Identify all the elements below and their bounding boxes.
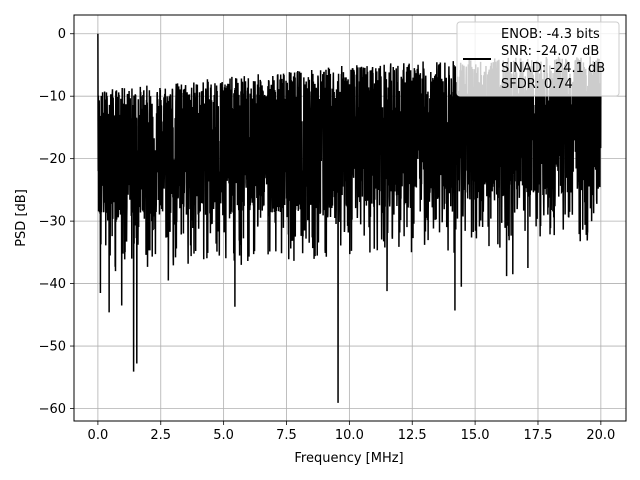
y-tick-label: −30 bbox=[39, 215, 66, 230]
y-tick-label: −50 bbox=[39, 340, 66, 355]
x-axis-ticks: 0.0 2.5 5.0 7.5 10.0 12.5 15.0 17.5 20.0 bbox=[88, 421, 615, 443]
y-tick-label: −40 bbox=[39, 277, 66, 292]
y-axis-label: PSD [dB] bbox=[14, 189, 29, 247]
x-tick-label: 7.5 bbox=[276, 428, 297, 443]
legend-box bbox=[456, 21, 620, 97]
x-tick-label: 5.0 bbox=[213, 428, 234, 443]
x-tick-label: 15.0 bbox=[461, 428, 490, 443]
psd-series bbox=[97, 33, 602, 403]
x-tick-label: 12.5 bbox=[398, 428, 427, 443]
legend-line-4: SFDR: 0.74 bbox=[501, 77, 573, 92]
y-axis-ticks: 0 −10 −20 −30 −40 −50 −60 bbox=[39, 27, 74, 417]
x-tick-label: 10.0 bbox=[335, 428, 364, 443]
plot-frame bbox=[73, 14, 627, 422]
x-tick-label: 17.5 bbox=[524, 428, 553, 443]
legend-line-1: ENOB: -4.3 bits bbox=[501, 27, 600, 42]
legend-line-3: SINAD: -24.1 dB bbox=[501, 61, 605, 76]
x-tick-label: 2.5 bbox=[150, 428, 171, 443]
y-tick-label: 0 bbox=[58, 27, 66, 42]
x-axis-label: Frequency [MHz] bbox=[294, 451, 403, 466]
x-tick-label: 20.0 bbox=[586, 428, 615, 443]
y-tick-label: −60 bbox=[39, 402, 66, 417]
psd-series-line bbox=[97, 33, 602, 403]
legend: ENOB: -4.3 bits SNR: -24.07 dB SINAD: -2… bbox=[456, 21, 620, 97]
legend-line-2: SNR: -24.07 dB bbox=[501, 44, 599, 59]
y-tick-label: −10 bbox=[39, 90, 66, 105]
y-tick-label: −20 bbox=[39, 152, 66, 167]
x-tick-label: 0.0 bbox=[88, 428, 109, 443]
